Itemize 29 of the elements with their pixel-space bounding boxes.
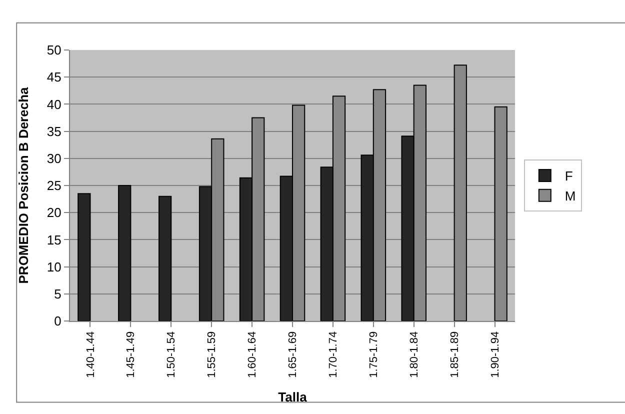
x-tick-label: 1.80-1.84 [408,331,420,378]
x-tick-label: 1.75-1.79 [368,331,380,378]
y-tick-label: 30 [46,150,62,166]
y-axis-title: PROMEDIO Posicion B Derecha [16,86,31,284]
y-tick-label: 50 [46,42,62,58]
y-tick-label: 45 [46,70,62,85]
y-tick-label: 15 [46,232,62,248]
x-axis-title: Talla [278,389,308,404]
bar [118,185,132,321]
x-tick-label: 1.85-1.89 [448,331,461,378]
y-tick-label: 35 [46,124,62,139]
x-tick-label: 1.90-1.94 [489,331,502,378]
y-tick-label: 20 [46,205,62,220]
bar [78,193,91,321]
legend-label: M [564,188,576,204]
bar [158,196,172,321]
x-tick-label: 1.45-1.49 [125,331,138,378]
y-tick-label: 0 [54,314,62,329]
x-tick-label: 1.65-1.69 [287,331,300,378]
x-tick-label: 1.55-1.59 [206,331,218,378]
y-tick-label: 5 [54,286,62,302]
x-tick-label: 1.60-1.64 [246,331,259,378]
y-tick-label: 40 [46,96,62,112]
x-tick-label: 1.50-1.54 [166,331,178,378]
y-tick-label: 10 [46,259,62,274]
x-tick-label: 1.40-1.44 [84,331,97,378]
x-tick-label: 1.70-1.74 [328,331,340,378]
legend-label: F [564,168,573,184]
y-tick-label: 25 [46,178,62,194]
